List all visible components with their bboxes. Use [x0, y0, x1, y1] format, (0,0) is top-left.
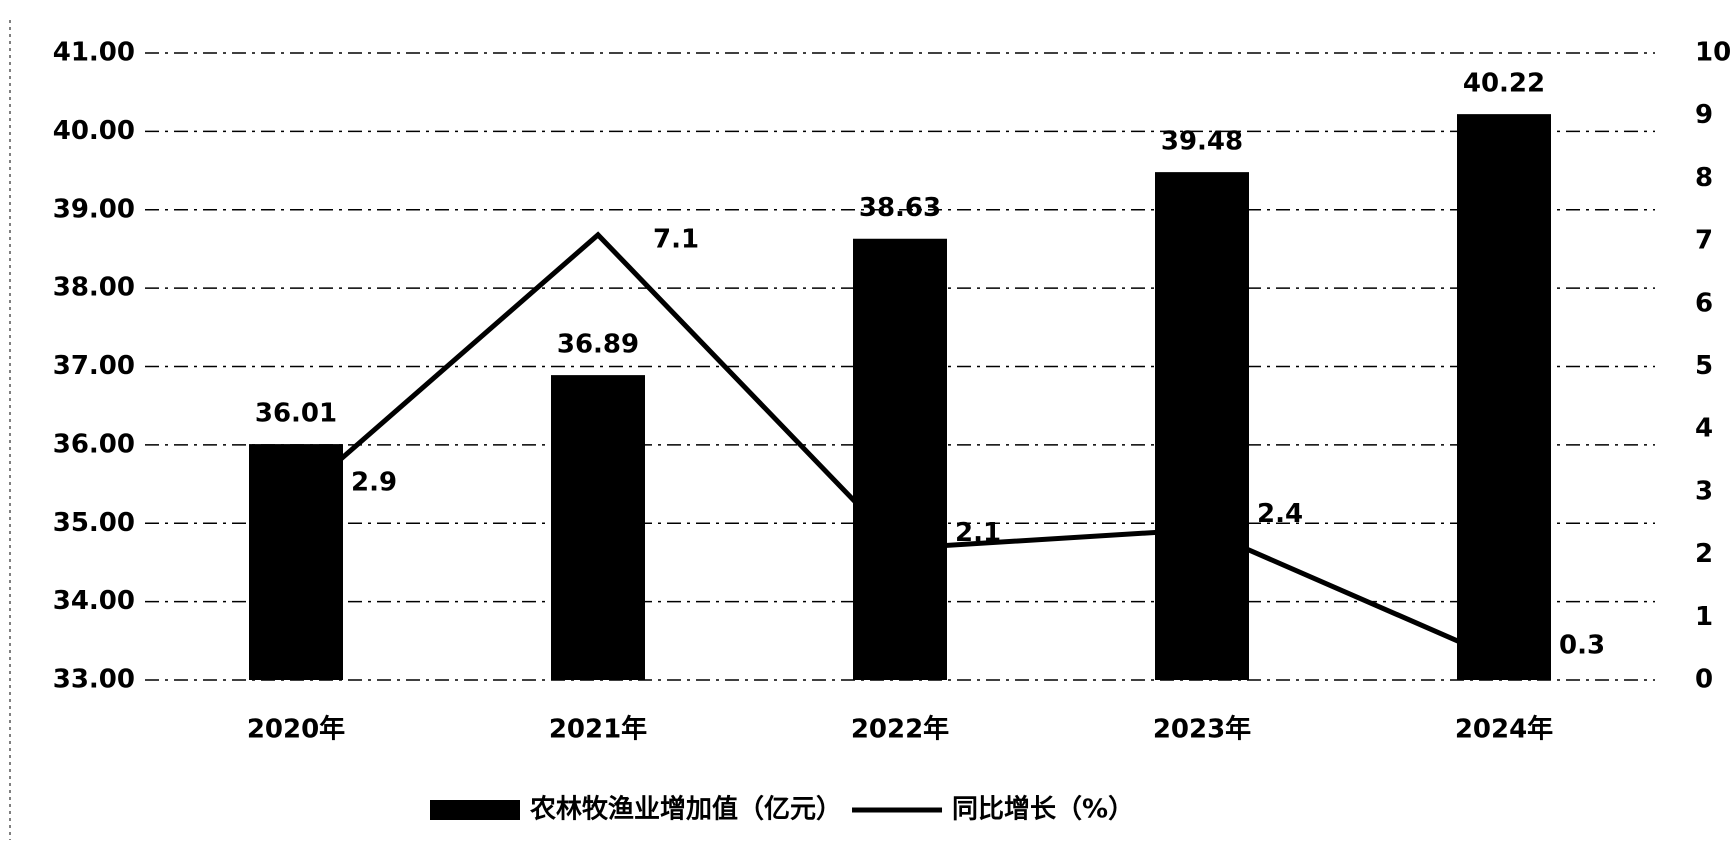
y-tick-label: 40.00 — [53, 116, 135, 146]
y-tick-label: 37.00 — [53, 351, 135, 381]
bar — [249, 444, 343, 680]
y2-tick-label: 3 — [1695, 476, 1713, 506]
bar — [853, 238, 947, 680]
line-series — [294, 231, 1505, 664]
y2-tick-label: 4 — [1695, 414, 1713, 444]
line-value-label: 2.4 — [1257, 499, 1303, 529]
x-tick-label: 2020年 — [247, 714, 345, 745]
y-tick-label: 41.00 — [53, 38, 135, 68]
x-tick-label: 2024年 — [1455, 714, 1553, 745]
y2-tick-label: 6 — [1695, 288, 1713, 318]
y2-tick-label: 10 — [1695, 38, 1731, 68]
y-tick-label: 35.00 — [53, 508, 135, 538]
line-value-label: 7.1 — [653, 224, 699, 254]
line-value-label: 0.3 — [1559, 631, 1605, 661]
legend-swatch — [430, 800, 520, 820]
y2-tick-label: 7 — [1695, 226, 1713, 256]
y-tick-label: 39.00 — [53, 194, 135, 224]
x-tick-label: 2023年 — [1153, 714, 1251, 745]
y-tick-label: 38.00 — [53, 273, 135, 303]
legend-label: 同比增长（%） — [952, 794, 1134, 825]
y2-tick-label: 5 — [1695, 351, 1713, 381]
y-tick-label: 34.00 — [53, 586, 135, 616]
y-tick-label: 36.00 — [53, 429, 135, 459]
line-value-label: 2.9 — [351, 468, 397, 498]
x-tick-label: 2021年 — [549, 714, 647, 745]
y-tick-label: 33.00 — [53, 665, 135, 695]
bar — [551, 375, 645, 680]
bar-value-label: 36.89 — [557, 330, 639, 360]
line-value-label: 2.1 — [955, 518, 1001, 548]
y2-tick-label: 2 — [1695, 539, 1713, 569]
bar — [1457, 114, 1551, 680]
y2-tick-label: 0 — [1695, 665, 1713, 695]
x-tick-label: 2022年 — [851, 714, 949, 745]
bar-value-label: 38.63 — [859, 193, 941, 223]
y2-tick-label: 1 — [1695, 602, 1713, 632]
bar-value-label: 39.48 — [1161, 127, 1243, 157]
bar-value-label: 40.22 — [1463, 69, 1545, 99]
bar — [1155, 172, 1249, 680]
y2-tick-label: 9 — [1695, 100, 1713, 130]
legend-label: 农林牧渔业增加值（亿元） — [529, 794, 842, 825]
bar-value-label: 36.01 — [255, 399, 337, 429]
y2-tick-label: 8 — [1695, 163, 1713, 193]
